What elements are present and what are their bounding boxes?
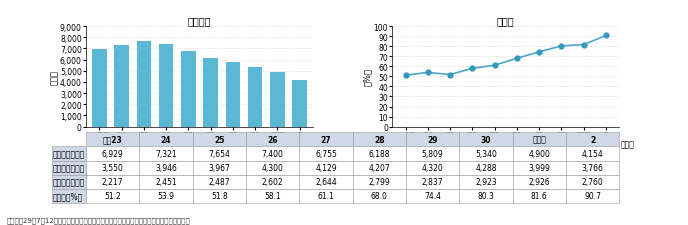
Text: （年）: （年） [314,140,328,149]
Bar [270,73,285,127]
Bar [92,50,107,127]
Bar [181,52,195,127]
Y-axis label: （%）: （%） [363,68,372,86]
Bar [204,58,218,127]
Title: 検挙率: 検挙率 [497,16,515,26]
Title: 認知件数: 認知件数 [188,16,211,26]
Bar [226,63,240,127]
Bar [114,46,129,127]
Bar [248,68,262,127]
Text: 注：平成29年7月12日以前については、改正前の強制わいせつに係る数値を計上している。: 注：平成29年7月12日以前については、改正前の強制わいせつに係る数値を計上して… [7,216,191,223]
Y-axis label: （件）: （件） [50,70,58,84]
Text: （年）: （年） [621,140,634,149]
Bar [159,45,173,127]
Bar [292,81,307,127]
Bar [137,42,151,127]
